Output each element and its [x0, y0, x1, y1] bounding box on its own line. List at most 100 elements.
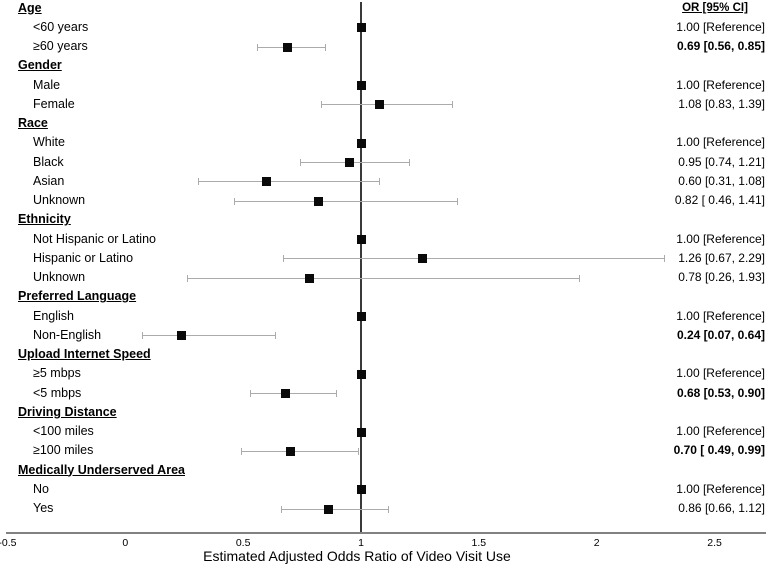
x-axis-title: Estimated Adjusted Odds Ratio of Video V… — [203, 548, 511, 564]
or-marker — [356, 427, 366, 437]
group-label: Preferred Language — [18, 289, 137, 304]
or-marker — [356, 23, 366, 33]
row-label: Hispanic or Latino — [33, 250, 134, 265]
or-value: 1.00 [Reference] — [676, 366, 765, 381]
ci-whisker — [233, 200, 458, 202]
ci-cap-right — [451, 101, 453, 109]
ci-cap-right — [378, 178, 380, 186]
row-label: ≥60 years — [33, 39, 88, 53]
x-tick-label: 2.5 — [707, 537, 722, 549]
row-label: Unknown — [33, 270, 86, 284]
row-label: Not Hispanic or Latino — [33, 231, 156, 246]
ci-cap-right — [388, 505, 390, 513]
or-value: 1.00 [Reference] — [676, 231, 765, 246]
ci-cap-right — [664, 255, 666, 263]
or-value: 1.08 [0.83, 1.39] — [678, 96, 765, 111]
group-label: Upload Internet Speed — [18, 347, 151, 361]
or-value: 1.00 [Reference] — [676, 308, 765, 323]
group-label: Gender — [18, 58, 62, 73]
or-value: 1.00 [Reference] — [676, 135, 765, 150]
ci-whisker — [186, 277, 581, 279]
or-value: 0.68 [0.53, 0.90] — [676, 385, 765, 400]
group-label: Medically Underserved Area — [18, 462, 185, 477]
or-marker — [356, 312, 366, 321]
ci-cap-right — [336, 390, 338, 397]
ci-whisker — [240, 450, 359, 452]
ci-cap-right — [275, 332, 277, 340]
ci-whisker — [141, 335, 277, 337]
row-label: <100 miles — [33, 424, 94, 438]
or-marker — [417, 254, 427, 264]
ci-cap-left — [233, 197, 235, 205]
group-label: Driving Distance — [18, 404, 117, 419]
row-label: Female — [33, 96, 75, 111]
ci-cap-left — [299, 159, 301, 166]
or-marker — [285, 446, 295, 456]
or-1-reference-line — [360, 2, 362, 533]
or-marker — [356, 485, 366, 495]
ci-cap-left — [240, 447, 242, 455]
or-value: 1.00 [Reference] — [676, 19, 765, 34]
or-marker — [344, 158, 354, 167]
ci-cap-right — [357, 447, 359, 455]
or-value: 0.24 [0.07, 0.64] — [676, 327, 765, 342]
or-marker — [283, 42, 293, 52]
or-value: 1.00 [Reference] — [676, 481, 765, 496]
ci-cap-right — [409, 159, 411, 166]
ci-cap-left — [280, 505, 282, 513]
ci-cap-left — [283, 255, 285, 263]
or-marker — [304, 273, 314, 283]
row-label: <5 mbps — [33, 385, 82, 400]
or-marker — [356, 369, 366, 379]
or-value: 0.69 [0.56, 0.85] — [676, 39, 765, 53]
or-value: 0.60 [0.31, 1.08] — [678, 173, 765, 188]
group-label: Ethnicity — [18, 212, 71, 227]
x-tick-label: 2 — [593, 537, 600, 549]
or-value: 0.86 [0.66, 1.12] — [678, 501, 765, 515]
row-label: Male — [33, 77, 61, 92]
or-marker — [356, 235, 366, 244]
value-column-header: OR [95% CI] — [682, 2, 748, 14]
row-label: Unknown — [33, 193, 86, 207]
row-label: Non-English — [33, 327, 102, 342]
x-axis-line — [6, 532, 766, 534]
ci-whisker — [299, 162, 411, 163]
or-value: 0.95 [0.74, 1.21] — [678, 154, 765, 169]
group-label: Race — [18, 116, 48, 130]
or-value: 0.82 [ 0.46, 1.41] — [674, 193, 765, 207]
or-value: 0.70 [ 0.49, 0.99] — [673, 443, 765, 458]
or-marker — [262, 177, 272, 187]
ci-whisker — [320, 104, 453, 106]
or-marker — [177, 331, 187, 341]
row-label: No — [33, 481, 49, 496]
or-value: 1.00 [Reference] — [676, 77, 765, 92]
ci-cap-right — [456, 197, 458, 205]
row-label: White — [33, 135, 65, 150]
ci-cap-left — [320, 101, 322, 109]
or-value: 1.00 [Reference] — [676, 424, 765, 438]
ci-cap-left — [186, 274, 188, 282]
group-label: Age — [18, 0, 42, 15]
row-label: ≥5 mbps — [33, 366, 81, 381]
row-label: ≥100 miles — [33, 443, 94, 458]
x-tick-label: -0.5 — [0, 537, 17, 549]
row-label: <60 years — [33, 19, 89, 34]
or-marker — [356, 81, 366, 90]
ci-cap-right — [324, 43, 326, 51]
or-marker — [356, 138, 366, 148]
x-tick-label: 0.5 — [235, 537, 251, 549]
row-label: English — [33, 308, 74, 323]
x-tick-label: 1 — [358, 537, 364, 549]
or-marker — [314, 196, 324, 206]
or-marker — [375, 100, 385, 110]
ci-cap-left — [250, 390, 252, 397]
x-tick-label: 1.5 — [471, 537, 487, 549]
row-label: Black — [33, 154, 64, 169]
or-value: 1.26 [0.67, 2.29] — [678, 250, 765, 265]
row-label: Asian — [33, 173, 65, 188]
row-label: Yes — [33, 501, 54, 515]
ci-cap-left — [198, 178, 200, 186]
or-value: 0.78 [0.26, 1.93] — [678, 270, 765, 284]
or-marker — [323, 504, 333, 514]
